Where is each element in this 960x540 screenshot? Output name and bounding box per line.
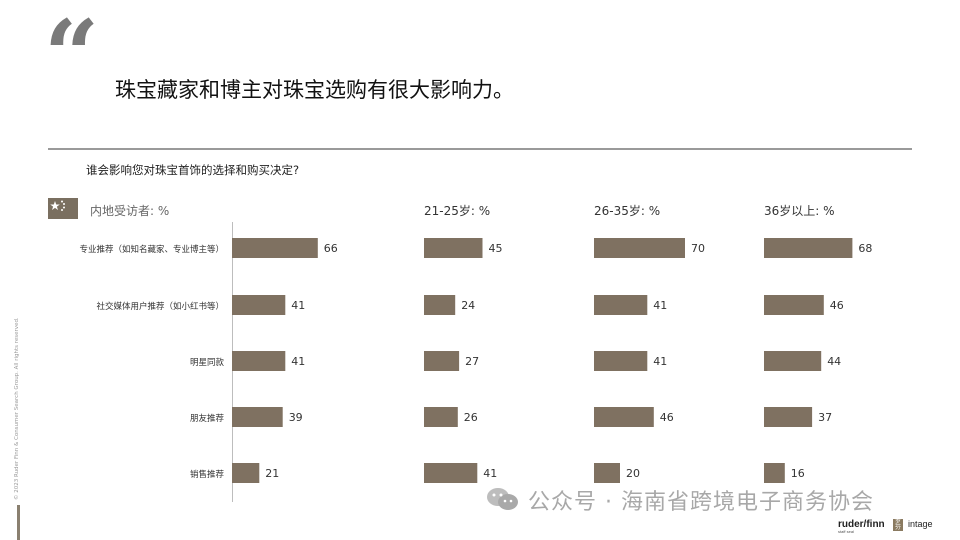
bar [764,295,824,315]
bar [594,295,648,315]
ruder-finn-logo: ruder/finn staff seal [838,519,885,534]
wechat-icon [486,486,520,512]
bar-value-label: 16 [791,467,805,480]
bar-value-label: 46 [660,411,674,424]
bar [764,463,785,483]
bar-value-label: 41 [291,355,305,368]
bar [232,407,283,427]
category-label: 销售推荐 [190,469,225,480]
bar-value-label: 20 [626,467,640,480]
bar-value-label: 39 [289,411,303,424]
category-label: 明星同款 [190,357,225,368]
category-label: 朋友推荐 [190,413,225,424]
bar [424,295,456,315]
intage-logo: intage [908,519,933,529]
bar [424,238,483,258]
survey-question: 谁会影响您对珠宝首饰的选择和购买决定? [86,163,300,177]
panel-title-26-35: 26-35岁: % [594,204,661,218]
bar [764,407,813,427]
divider [48,148,912,150]
china-flag-icon [48,198,78,219]
bar-value-label: 27 [465,355,479,368]
copyright-notice: © 2023 Ruder Finn & Consumer Search Grou… [14,317,20,500]
bar-value-label: 41 [653,299,667,312]
bar-value-label: 66 [324,242,338,255]
bar-value-label: 46 [830,299,844,312]
bar [594,351,648,371]
bar-value-label: 41 [483,467,497,480]
bar-value-label: 21 [265,467,279,480]
category-label: 社交媒体用户推荐（如小红书等） [96,301,224,312]
panel-title-21-25: 21-25岁: % [424,204,491,218]
bar [594,463,620,483]
bar-value-label: 41 [291,299,305,312]
bar [232,351,286,371]
page-title: 珠宝藏家和博主对珠宝选购有很大影响力。 [115,78,514,102]
bar-value-label: 37 [818,411,832,424]
bar [594,407,654,427]
bar [232,238,318,258]
seal-logo-icon: 罗芬 [893,518,903,531]
quote-mark-icon: “ [44,0,100,112]
bar [424,351,460,371]
ruder-finn-logo-text: ruder/finn [838,519,885,530]
watermark-text: 公众号 · 海南省跨境电子商务协会 [528,490,874,515]
bar [232,463,260,483]
bar [764,238,853,258]
bar-value-label: 26 [464,411,478,424]
bar [232,295,286,315]
bar-value-label: 24 [461,299,475,312]
bar [424,407,458,427]
panel-title-mainland: 内地受访者: % [90,204,170,218]
bar-value-label: 68 [858,242,872,255]
bar-value-label: 41 [653,355,667,368]
bar-value-label: 70 [691,242,705,255]
ruder-finn-logo-sub: staff seal [838,529,854,534]
panel-title-36-plus: 36岁以上: % [764,204,835,218]
bar [764,351,822,371]
bar [594,238,685,258]
side-accent-bar [17,505,20,540]
bar [424,463,478,483]
bar-value-label: 45 [489,242,503,255]
bar-value-label: 44 [827,355,841,368]
category-label: 专业推荐（如知名藏家、专业博主等） [79,244,224,255]
